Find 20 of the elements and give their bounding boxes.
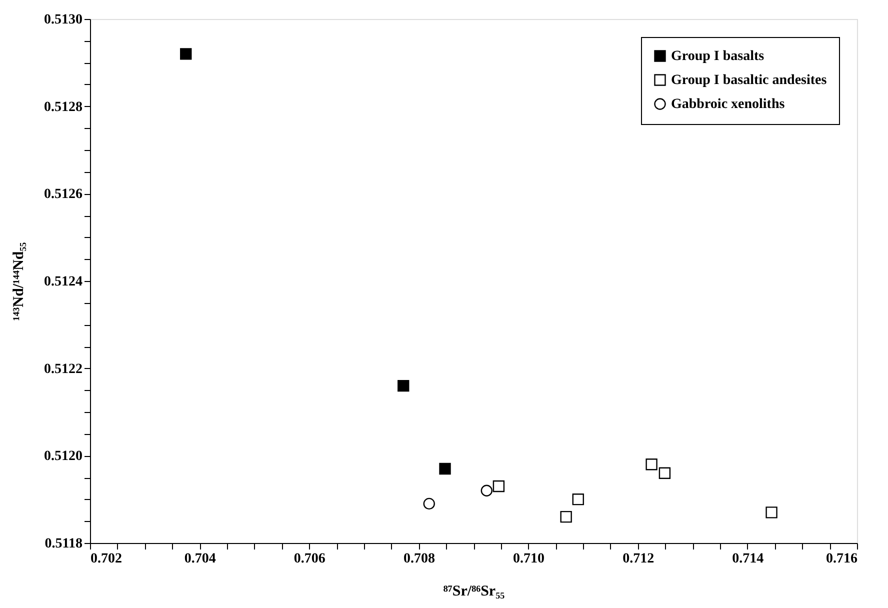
y-tick-label: 0.5118	[44, 536, 82, 552]
y-tick-label: 0.5124	[44, 274, 82, 290]
x-tick-label: 0.716	[826, 552, 858, 566]
y-axis-title: ¹⁴³Nd/¹⁴⁴Nd₅₅	[11, 242, 27, 321]
y-tick-label: 0.5120	[44, 449, 82, 464]
x-tick-label: 0.712	[622, 552, 654, 566]
x-tick-label: 0.702	[90, 552, 122, 566]
legend-label: Gabbroic xenoliths	[671, 97, 786, 112]
x-tick-label: 0.704	[184, 552, 216, 566]
x-tick-label: 0.714	[732, 552, 764, 566]
y-tick-label: 0.5126	[44, 187, 82, 202]
y-tick-label: 0.5130	[44, 12, 82, 28]
y-tick-label: 0.5128	[44, 100, 82, 115]
x-axis-title: ⁸⁷Sr/⁸⁶Sr₅₅	[443, 584, 506, 600]
legend-label: Group I basalts	[671, 49, 765, 64]
x-tick-label: 0.706	[294, 552, 326, 566]
y-tick-label: 0.5122	[44, 362, 82, 377]
x-tick-label: 0.710	[513, 552, 545, 566]
legend-label: Group I basaltic andesites	[671, 73, 828, 88]
x-tick-label: 0.708	[403, 552, 435, 566]
